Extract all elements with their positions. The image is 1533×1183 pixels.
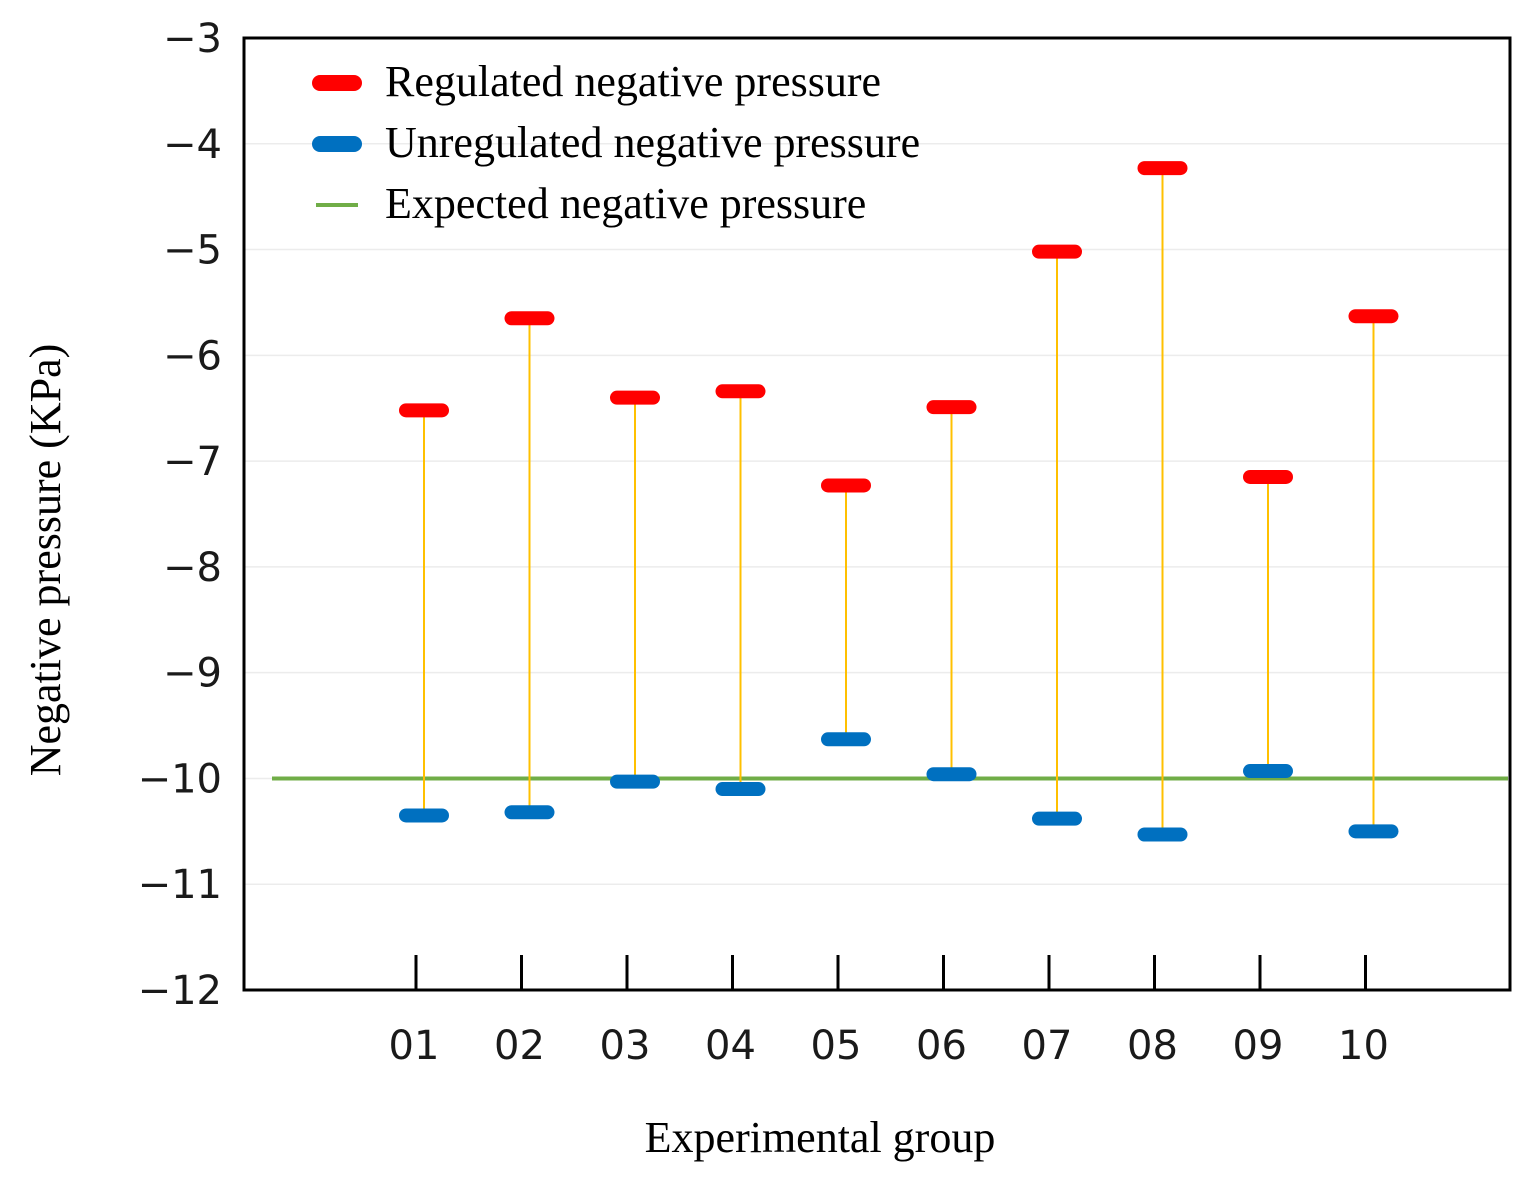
y-tick-label: −8	[163, 545, 222, 591]
x-tick-label: 07	[1022, 1023, 1073, 1069]
y-tick-label: −4	[163, 122, 222, 168]
legend-label-expected: Expected negative pressure	[385, 179, 866, 228]
y-tick-label: −7	[163, 439, 222, 485]
x-tick-label: 08	[1127, 1023, 1178, 1069]
y-tick-label: −12	[138, 968, 222, 1014]
x-tick-label: 06	[916, 1023, 967, 1069]
y-tick-label: −5	[163, 228, 222, 274]
legend-label-unregulated: Unregulated negative pressure	[385, 118, 920, 167]
legend-label-regulated: Regulated negative pressure	[385, 57, 881, 106]
y-tick-label: −3	[163, 16, 222, 62]
y-tick-label: −9	[163, 651, 222, 697]
x-tick-label: 09	[1233, 1023, 1284, 1069]
x-axis-title: Experimental group	[645, 1113, 996, 1162]
x-tick-label: 02	[494, 1023, 545, 1069]
connector-lines	[423, 168, 1375, 835]
plot-frame	[242, 36, 1512, 992]
x-tick-label: 04	[705, 1023, 756, 1069]
y-axis-ticks: −3 −4 −5 −6 −7 −8 −9 −10 −11 −12	[138, 16, 222, 1014]
legend: Regulated negative pressure Unregulated …	[312, 57, 920, 228]
x-tick-label: 05	[811, 1023, 862, 1069]
x-tick-label: 10	[1338, 1023, 1389, 1069]
data-markers	[399, 161, 1399, 842]
y-tick-label: −6	[163, 333, 222, 379]
y-axis-title: Negative pressure (KPa)	[21, 344, 70, 777]
y-tick-label: −11	[138, 862, 222, 908]
x-axis-ticks: 01 02 03 04 05 06 07 08 09 10	[389, 955, 1389, 1069]
grid-lines	[244, 143, 1510, 885]
x-tick-label: 01	[389, 1023, 440, 1069]
y-tick-label: −10	[138, 756, 222, 802]
x-tick-label: 03	[600, 1023, 651, 1069]
